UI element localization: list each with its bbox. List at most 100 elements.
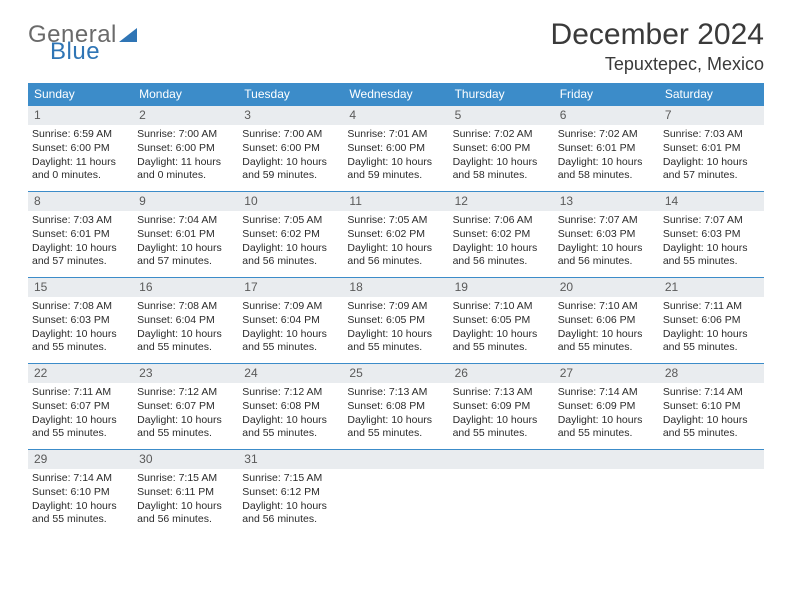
day-body: Sunrise: 7:15 AMSunset: 6:11 PMDaylight:… — [133, 469, 238, 530]
sunset-line: Sunset: 6:00 PM — [347, 142, 444, 155]
calendar-cell: 16Sunrise: 7:08 AMSunset: 6:04 PMDayligh… — [133, 277, 238, 363]
empty-day — [449, 449, 554, 469]
daylight-line: Daylight: 10 hours and 59 minutes. — [242, 156, 339, 182]
sunrise-line: Sunrise: 7:12 AM — [137, 386, 234, 399]
calendar-cell: 13Sunrise: 7:07 AMSunset: 6:03 PMDayligh… — [554, 191, 659, 277]
sunset-line: Sunset: 6:06 PM — [663, 314, 760, 327]
sunrise-line: Sunrise: 6:59 AM — [32, 128, 129, 141]
day-number: 16 — [133, 277, 238, 297]
sunset-line: Sunset: 6:03 PM — [32, 314, 129, 327]
page-title: December 2024 — [551, 18, 764, 52]
sunset-line: Sunset: 6:09 PM — [453, 400, 550, 413]
sunrise-line: Sunrise: 7:13 AM — [453, 386, 550, 399]
daylight-line: Daylight: 10 hours and 58 minutes. — [453, 156, 550, 182]
calendar-cell: 26Sunrise: 7:13 AMSunset: 6:09 PMDayligh… — [449, 363, 554, 449]
calendar-cell — [343, 449, 448, 535]
sunrise-line: Sunrise: 7:06 AM — [453, 214, 550, 227]
day-number: 22 — [28, 363, 133, 383]
sunrise-line: Sunrise: 7:15 AM — [137, 472, 234, 485]
sunset-line: Sunset: 6:02 PM — [453, 228, 550, 241]
day-body: Sunrise: 7:04 AMSunset: 6:01 PMDaylight:… — [133, 211, 238, 272]
sunrise-line: Sunrise: 7:02 AM — [453, 128, 550, 141]
calendar-cell: 23Sunrise: 7:12 AMSunset: 6:07 PMDayligh… — [133, 363, 238, 449]
daylight-line: Daylight: 10 hours and 55 minutes. — [347, 328, 444, 354]
day-body: Sunrise: 7:00 AMSunset: 6:00 PMDaylight:… — [238, 125, 343, 186]
sunrise-line: Sunrise: 7:15 AM — [242, 472, 339, 485]
day-body: Sunrise: 7:03 AMSunset: 6:01 PMDaylight:… — [659, 125, 764, 186]
sunrise-line: Sunrise: 7:03 AM — [663, 128, 760, 141]
calendar-cell: 17Sunrise: 7:09 AMSunset: 6:04 PMDayligh… — [238, 277, 343, 363]
day-body: Sunrise: 7:14 AMSunset: 6:09 PMDaylight:… — [554, 383, 659, 444]
daylight-line: Daylight: 10 hours and 55 minutes. — [137, 328, 234, 354]
daylight-line: Daylight: 10 hours and 55 minutes. — [453, 414, 550, 440]
calendar-cell: 15Sunrise: 7:08 AMSunset: 6:03 PMDayligh… — [28, 277, 133, 363]
day-body: Sunrise: 7:05 AMSunset: 6:02 PMDaylight:… — [238, 211, 343, 272]
day-body: Sunrise: 7:08 AMSunset: 6:03 PMDaylight:… — [28, 297, 133, 358]
day-number: 17 — [238, 277, 343, 297]
day-body: Sunrise: 7:15 AMSunset: 6:12 PMDaylight:… — [238, 469, 343, 530]
calendar-cell: 19Sunrise: 7:10 AMSunset: 6:05 PMDayligh… — [449, 277, 554, 363]
day-number: 4 — [343, 105, 448, 125]
daylight-line: Daylight: 10 hours and 56 minutes. — [242, 242, 339, 268]
sunrise-line: Sunrise: 7:07 AM — [558, 214, 655, 227]
sunrise-line: Sunrise: 7:05 AM — [242, 214, 339, 227]
sunrise-line: Sunrise: 7:10 AM — [453, 300, 550, 313]
day-body: Sunrise: 7:13 AMSunset: 6:09 PMDaylight:… — [449, 383, 554, 444]
day-body: Sunrise: 7:08 AMSunset: 6:04 PMDaylight:… — [133, 297, 238, 358]
daylight-line: Daylight: 11 hours and 0 minutes. — [32, 156, 129, 182]
calendar-cell: 8Sunrise: 7:03 AMSunset: 6:01 PMDaylight… — [28, 191, 133, 277]
day-number: 2 — [133, 105, 238, 125]
sunset-line: Sunset: 6:00 PM — [242, 142, 339, 155]
calendar-cell: 7Sunrise: 7:03 AMSunset: 6:01 PMDaylight… — [659, 105, 764, 191]
empty-day — [659, 449, 764, 469]
sunrise-line: Sunrise: 7:14 AM — [663, 386, 760, 399]
day-body: Sunrise: 7:06 AMSunset: 6:02 PMDaylight:… — [449, 211, 554, 272]
sunrise-line: Sunrise: 7:11 AM — [32, 386, 129, 399]
day-number: 30 — [133, 449, 238, 469]
sunset-line: Sunset: 6:04 PM — [242, 314, 339, 327]
sunset-line: Sunset: 6:05 PM — [347, 314, 444, 327]
day-number: 24 — [238, 363, 343, 383]
logo-text-blue: Blue — [50, 41, 137, 64]
sunset-line: Sunset: 6:10 PM — [32, 486, 129, 499]
sunset-line: Sunset: 6:07 PM — [32, 400, 129, 413]
day-body: Sunrise: 7:10 AMSunset: 6:05 PMDaylight:… — [449, 297, 554, 358]
sunset-line: Sunset: 6:04 PM — [137, 314, 234, 327]
daylight-line: Daylight: 10 hours and 55 minutes. — [453, 328, 550, 354]
calendar-cell: 12Sunrise: 7:06 AMSunset: 6:02 PMDayligh… — [449, 191, 554, 277]
sunrise-line: Sunrise: 7:08 AM — [137, 300, 234, 313]
daylight-line: Daylight: 10 hours and 55 minutes. — [242, 414, 339, 440]
day-number: 5 — [449, 105, 554, 125]
sunrise-line: Sunrise: 7:09 AM — [242, 300, 339, 313]
daylight-line: Daylight: 10 hours and 56 minutes. — [453, 242, 550, 268]
calendar-cell — [449, 449, 554, 535]
weekday-header: Monday — [133, 83, 238, 105]
calendar-cell: 21Sunrise: 7:11 AMSunset: 6:06 PMDayligh… — [659, 277, 764, 363]
sunset-line: Sunset: 6:00 PM — [137, 142, 234, 155]
day-body: Sunrise: 7:07 AMSunset: 6:03 PMDaylight:… — [554, 211, 659, 272]
day-number: 8 — [28, 191, 133, 211]
day-number: 1 — [28, 105, 133, 125]
day-body: Sunrise: 7:05 AMSunset: 6:02 PMDaylight:… — [343, 211, 448, 272]
sunset-line: Sunset: 6:01 PM — [558, 142, 655, 155]
day-number: 19 — [449, 277, 554, 297]
sunset-line: Sunset: 6:00 PM — [453, 142, 550, 155]
sunset-line: Sunset: 6:08 PM — [347, 400, 444, 413]
day-number: 10 — [238, 191, 343, 211]
location-label: Tepuxtepec, Mexico — [551, 54, 764, 75]
calendar-cell: 18Sunrise: 7:09 AMSunset: 6:05 PMDayligh… — [343, 277, 448, 363]
day-number: 18 — [343, 277, 448, 297]
day-body: Sunrise: 7:09 AMSunset: 6:05 PMDaylight:… — [343, 297, 448, 358]
calendar-cell: 27Sunrise: 7:14 AMSunset: 6:09 PMDayligh… — [554, 363, 659, 449]
daylight-line: Daylight: 10 hours and 55 minutes. — [32, 414, 129, 440]
day-body: Sunrise: 7:11 AMSunset: 6:06 PMDaylight:… — [659, 297, 764, 358]
sunrise-line: Sunrise: 7:04 AM — [137, 214, 234, 227]
sunrise-line: Sunrise: 7:11 AM — [663, 300, 760, 313]
calendar-cell: 28Sunrise: 7:14 AMSunset: 6:10 PMDayligh… — [659, 363, 764, 449]
daylight-line: Daylight: 10 hours and 56 minutes. — [558, 242, 655, 268]
weekday-header: Wednesday — [343, 83, 448, 105]
weekday-header: Sunday — [28, 83, 133, 105]
day-number: 14 — [659, 191, 764, 211]
weekday-header: Thursday — [449, 83, 554, 105]
sunrise-line: Sunrise: 7:00 AM — [242, 128, 339, 141]
